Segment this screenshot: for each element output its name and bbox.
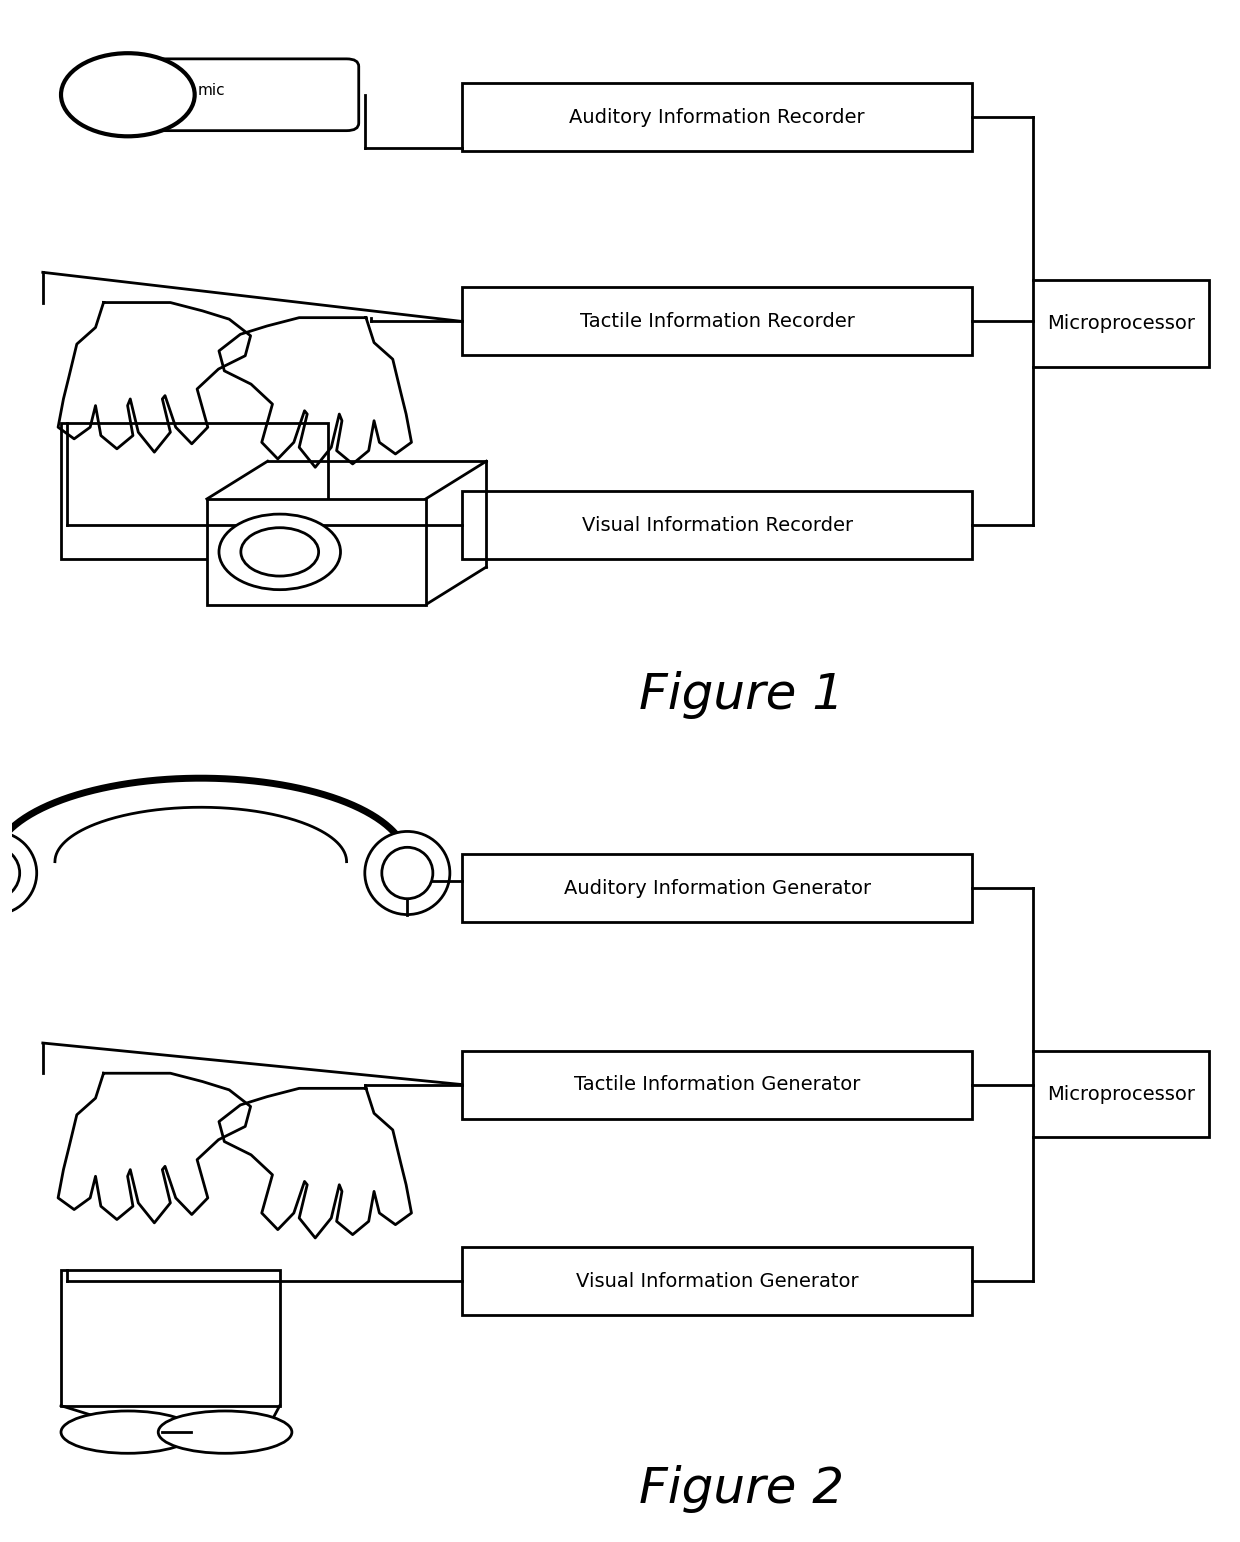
Text: Tactile Information Generator: Tactile Information Generator: [574, 1075, 861, 1095]
Ellipse shape: [61, 1411, 195, 1453]
Bar: [463, 287, 972, 356]
Ellipse shape: [0, 831, 37, 914]
Text: Figure 2: Figure 2: [639, 1465, 844, 1513]
Bar: [463, 492, 972, 560]
Bar: [61, 424, 329, 560]
Text: Microprocessor: Microprocessor: [1048, 1084, 1195, 1104]
Bar: [61, 1269, 280, 1406]
Text: Auditory Information Generator: Auditory Information Generator: [564, 879, 870, 897]
Ellipse shape: [0, 847, 20, 899]
Text: Microprocessor: Microprocessor: [1048, 315, 1195, 333]
Text: mic: mic: [197, 83, 224, 99]
Circle shape: [61, 54, 195, 136]
Bar: [463, 1050, 972, 1118]
Bar: [1033, 1050, 1209, 1138]
Text: Auditory Information Recorder: Auditory Information Recorder: [569, 108, 866, 126]
Ellipse shape: [382, 847, 433, 899]
Text: Figure 1: Figure 1: [639, 671, 844, 720]
Ellipse shape: [159, 1411, 291, 1453]
Circle shape: [241, 527, 319, 577]
FancyBboxPatch shape: [115, 59, 358, 131]
Bar: [207, 500, 425, 604]
Bar: [463, 854, 972, 922]
Bar: [1033, 281, 1209, 367]
Text: Visual Information Generator: Visual Information Generator: [575, 1272, 858, 1291]
Text: Tactile Information Recorder: Tactile Information Recorder: [580, 311, 854, 332]
Bar: [463, 1247, 972, 1315]
Text: Visual Information Recorder: Visual Information Recorder: [582, 517, 853, 535]
Bar: [463, 83, 972, 151]
Circle shape: [219, 513, 341, 589]
Ellipse shape: [365, 831, 450, 914]
